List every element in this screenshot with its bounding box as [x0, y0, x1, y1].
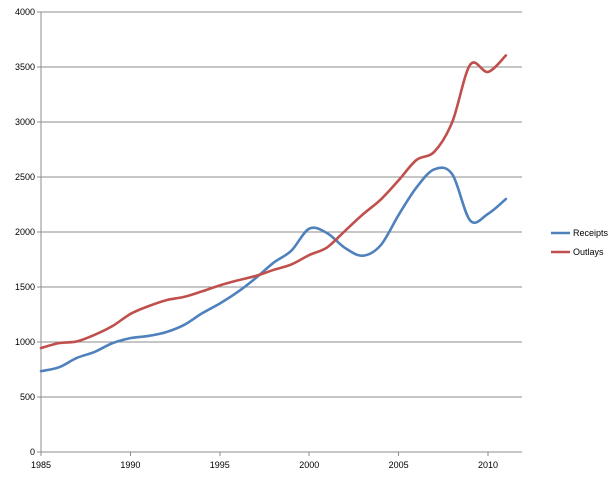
series-line-outlays — [39, 54, 508, 350]
gridlines — [41, 11, 522, 398]
y-tick-label: 3000 — [15, 117, 35, 127]
legend-label-receipts: Receipts — [573, 228, 609, 238]
y-tick-label: 1500 — [15, 282, 35, 292]
x-tick-label: 2005 — [389, 460, 409, 470]
y-tick-label: 3500 — [15, 62, 35, 72]
y-tick-label: 0 — [30, 447, 35, 457]
x-tick-label: 1990 — [120, 460, 140, 470]
y-tick-label: 2000 — [15, 227, 35, 237]
legend-label-outlays: Outlays — [573, 247, 604, 257]
y-tick-label: 4000 — [15, 7, 35, 17]
x-tick-label: 1995 — [210, 460, 230, 470]
tick-labels: 0 500 1000 1500 2000 2500 3000 3500 4000 1985 1990… — [15, 7, 498, 470]
y-tick-label: 1000 — [15, 337, 35, 347]
series-lines — [39, 54, 508, 373]
x-tick-label: 1985 — [31, 460, 51, 470]
series-line-receipts — [39, 166, 508, 373]
legend: Receipts Outlays — [551, 228, 609, 257]
x-tick-label: 2010 — [478, 460, 498, 470]
axes — [37, 11, 522, 456]
x-tick-label: 2000 — [299, 460, 319, 470]
y-tick-label: 2500 — [15, 172, 35, 182]
y-tick-label: 500 — [20, 392, 35, 402]
